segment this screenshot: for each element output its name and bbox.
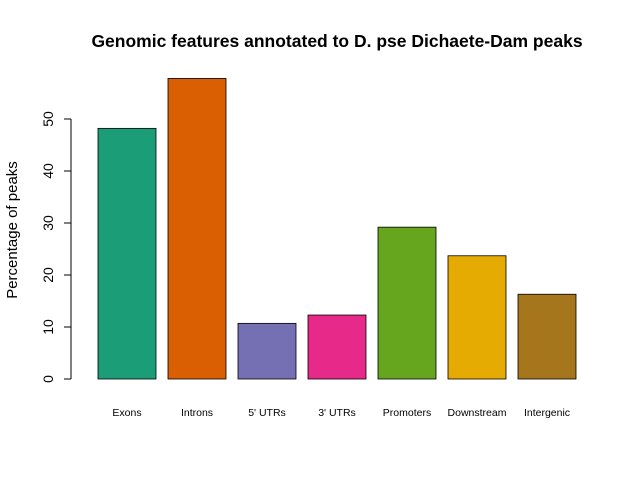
bar [307, 314, 367, 380]
x-tick-labels: Exons Introns 5' UTRs 3' UTRs Promoters Downs… [112, 407, 570, 419]
y-tick-label: 10 [40, 319, 56, 335]
y-axis-label: Percentage of peaks [4, 161, 21, 299]
y-axis: 0 10 20 30 40 50 [40, 111, 72, 383]
chart-title: Genomic features annotated to D. pse Dic… [91, 31, 582, 51]
x-tick-label: Downstream [448, 407, 507, 419]
bar [167, 78, 227, 380]
bar [377, 226, 437, 380]
x-tick-label: Intergenic [524, 407, 570, 419]
y-tick-label: 50 [40, 111, 56, 127]
x-tick-label: Exons [112, 407, 141, 419]
y-tick-label: 20 [40, 267, 56, 283]
bars-group [97, 78, 577, 380]
x-tick-label: Promoters [383, 407, 431, 419]
y-tick-label: 40 [40, 163, 56, 179]
y-tick-label: 0 [40, 375, 56, 383]
bar [517, 293, 577, 380]
bar [97, 127, 157, 380]
bar [237, 322, 297, 380]
x-tick-label: Introns [181, 407, 213, 419]
bar [447, 255, 507, 380]
x-tick-label: 3' UTRs [318, 407, 356, 419]
x-tick-label: 5' UTRs [248, 407, 286, 419]
y-tick-label: 30 [40, 215, 56, 231]
